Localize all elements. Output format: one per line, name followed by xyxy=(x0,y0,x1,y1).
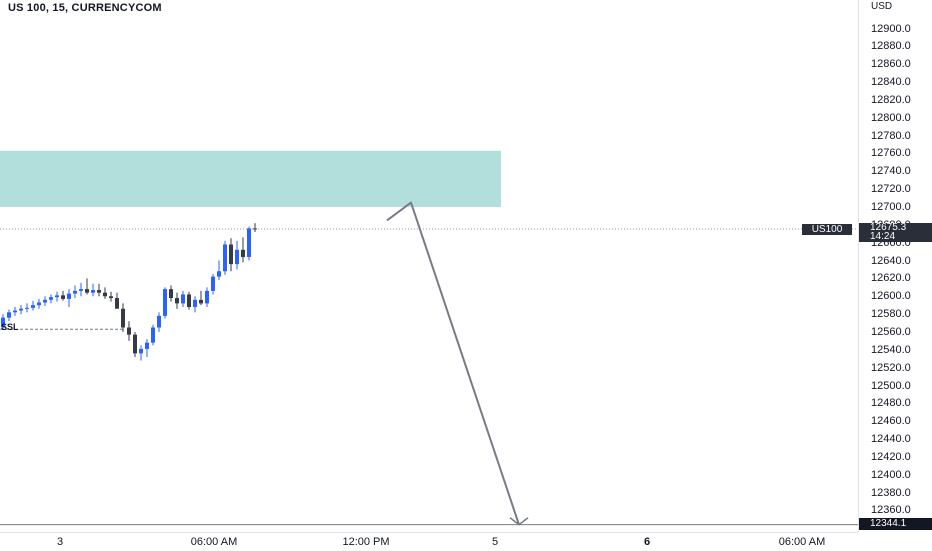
price-tick: 12860.0 xyxy=(871,58,911,71)
candle-body xyxy=(175,298,179,304)
price-tick: 12360.0 xyxy=(871,504,911,517)
candle-body xyxy=(205,290,209,304)
time-tick: 6 xyxy=(643,536,651,548)
last-price: 12675.3 xyxy=(870,222,907,233)
price-tick: 12820.0 xyxy=(871,93,911,106)
candle-body xyxy=(85,289,89,293)
price-tick: 12800.0 xyxy=(871,111,911,124)
candle-body xyxy=(157,315,161,328)
price-tick: 12560.0 xyxy=(871,325,911,338)
price-tick: 12840.0 xyxy=(871,76,911,89)
price-tick: 12420.0 xyxy=(871,450,911,463)
candle-body xyxy=(13,310,17,313)
candle-body xyxy=(139,348,143,354)
countdown: 14:24 xyxy=(870,231,896,242)
candle-body xyxy=(235,249,239,265)
candle-body xyxy=(151,327,155,343)
candle-body xyxy=(97,290,101,293)
price-tick: 12540.0 xyxy=(871,343,911,356)
price-tick: 12760.0 xyxy=(871,147,911,160)
candle-body xyxy=(121,308,125,328)
price-tick: 12620.0 xyxy=(871,272,911,285)
price-tick: 12460.0 xyxy=(871,415,911,428)
candle-body xyxy=(55,295,59,298)
candle-body xyxy=(67,293,71,299)
candle-body xyxy=(37,302,41,306)
symbol-tag: US100 xyxy=(802,224,852,235)
projection-arrowhead xyxy=(509,517,529,526)
time-tick: 5 xyxy=(491,536,499,548)
projection-path xyxy=(386,201,520,526)
candle-body xyxy=(199,299,203,304)
last-price-box: 12675.3 14:24 xyxy=(859,223,932,242)
time-tick: 06:00 AM xyxy=(190,536,238,548)
candle-body xyxy=(211,276,215,291)
price-tick: 12880.0 xyxy=(871,40,911,53)
candle-body xyxy=(1,317,5,328)
candle-body xyxy=(49,297,53,300)
time-tick: 3 xyxy=(56,536,64,548)
price-tick: 12440.0 xyxy=(871,433,911,446)
supply-zone xyxy=(0,150,501,207)
ssl-label: SSL xyxy=(1,322,19,332)
time-tick: 12:00 PM xyxy=(342,536,390,548)
candle-body xyxy=(103,292,107,297)
price-tick: 12580.0 xyxy=(871,308,911,321)
price-tick: 12520.0 xyxy=(871,361,911,374)
candle-body xyxy=(187,294,191,307)
candle-body xyxy=(163,289,167,316)
candle-body xyxy=(193,299,197,307)
candle-body xyxy=(127,327,131,335)
price-tick: 12900.0 xyxy=(871,22,911,35)
candle-body xyxy=(247,228,251,257)
candle-body xyxy=(25,307,29,309)
candle-body xyxy=(43,299,47,303)
candle-body xyxy=(169,289,173,299)
candle-body xyxy=(7,312,11,318)
price-tick: 12500.0 xyxy=(871,379,911,392)
candle-body xyxy=(241,249,245,257)
candle-body xyxy=(115,298,119,309)
candle-body xyxy=(31,305,35,308)
candle-body xyxy=(253,228,257,230)
candle-body xyxy=(91,290,95,293)
time-axis[interactable]: 3 06:00 AM 12:00 PM 5 6 06:00 AM xyxy=(0,532,858,551)
price-axis[interactable]: USD 12900.0 12880.0 12860.0 12840.0 12820.0 1… xyxy=(858,0,932,532)
symbol-title[interactable]: US 100, 15, CURRENCYCOM xyxy=(8,2,162,14)
candle-body xyxy=(145,342,149,349)
price-tick: 12640.0 xyxy=(871,254,911,267)
candle-body xyxy=(19,308,23,311)
candle-body xyxy=(223,244,227,272)
price-tick: 12700.0 xyxy=(871,201,911,213)
candle-body xyxy=(181,294,185,304)
candle-body xyxy=(109,296,113,299)
candle-body xyxy=(229,244,233,265)
target-price-box: 12344.1 xyxy=(859,518,932,530)
candle-body xyxy=(73,290,77,294)
price-tick: 12380.0 xyxy=(871,486,911,499)
price-tick: 12400.0 xyxy=(871,468,911,481)
candle-body xyxy=(133,334,137,354)
candlestick-chart[interactable] xyxy=(0,0,858,532)
candle-body xyxy=(79,289,83,291)
price-tick: 12720.0 xyxy=(871,183,911,196)
chart-area[interactable]: US 100, 15, CURRENCYCOM SSL xyxy=(0,0,858,532)
candle-body xyxy=(61,295,65,299)
candle-body xyxy=(217,271,221,277)
price-tick: 12740.0 xyxy=(871,165,911,178)
time-tick: 06:00 AM xyxy=(778,536,826,548)
price-tick: 12600.0 xyxy=(871,290,911,303)
currency-label: USD xyxy=(871,1,893,12)
price-tick: 12480.0 xyxy=(871,397,911,410)
price-tick: 12780.0 xyxy=(871,129,911,142)
